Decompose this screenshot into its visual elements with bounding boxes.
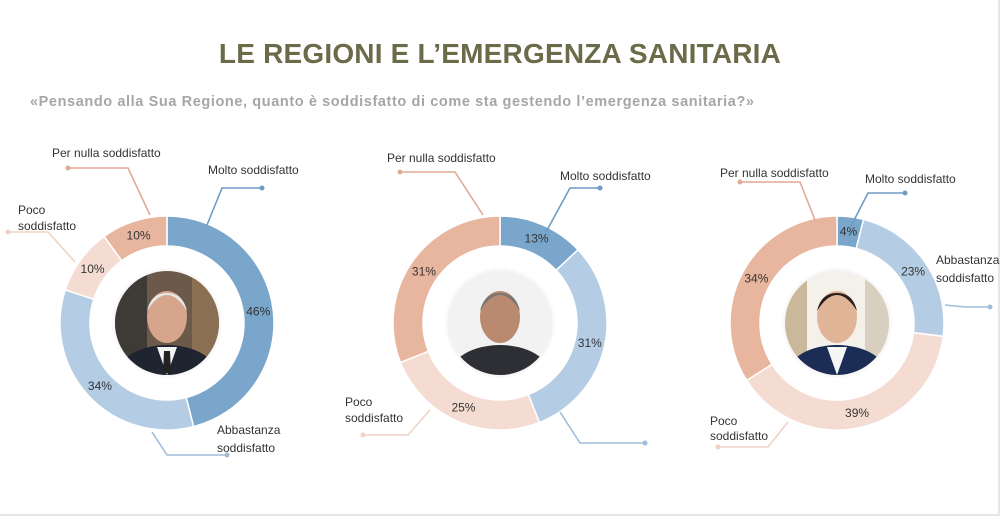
leader-dot xyxy=(597,185,603,191)
data-label-abbastanza: 23% xyxy=(901,264,925,278)
donut-chart-2: 13% Molto soddisfatto 31% 25% Poco soddisfatt… xyxy=(345,151,651,446)
category-label-abbastanza: Abbastanza xyxy=(217,423,281,437)
leader-line-poco xyxy=(8,231,76,263)
category-label-per-nulla: Per nulla soddisfatto xyxy=(52,146,161,160)
portrait-photo xyxy=(115,271,219,375)
data-label-per-nulla: 34% xyxy=(744,272,768,286)
category-label-abbastanza-line2: soddisfatto xyxy=(217,441,275,455)
category-label-poco: Poco xyxy=(18,203,46,217)
leader-dot xyxy=(737,179,743,185)
slice-per-nulla xyxy=(392,215,501,364)
leader-line-abbastanza xyxy=(944,304,990,308)
leader-line-abbastanza xyxy=(151,431,227,456)
slice-per-nulla xyxy=(729,215,838,382)
slice-per-nulla xyxy=(103,215,168,262)
data-label-per-nulla: 31% xyxy=(412,264,436,278)
leader-line-molto xyxy=(545,187,600,233)
leader-dot xyxy=(902,190,908,196)
donut-chart-3: 4% Molto soddisfatto 23% Abbastanza soddisfa… xyxy=(710,166,1000,450)
page-title: LE REGIONI E L’EMERGENZA SANITARIA xyxy=(218,38,782,69)
category-label-molto: Molto soddisfatto xyxy=(208,163,299,177)
slice-molto xyxy=(166,215,275,428)
leader-line-molto xyxy=(206,187,262,226)
category-label-abbastanza-line2: soddisfatto xyxy=(936,271,994,285)
leader-line-per-nulla xyxy=(740,181,816,221)
leader-line-poco xyxy=(363,409,431,436)
data-label-per-nulla: 10% xyxy=(127,229,151,243)
survey-question: «Pensando alla Sua Regione, quanto è sod… xyxy=(30,94,755,110)
leader-dot xyxy=(360,432,366,438)
leader-dot xyxy=(987,304,993,310)
data-label-molto: 4% xyxy=(840,225,858,239)
data-label-molto: 46% xyxy=(246,304,270,318)
leader-dot xyxy=(397,169,403,175)
leader-dot xyxy=(65,165,71,171)
portrait-photo xyxy=(448,271,552,375)
category-label-poco: Poco xyxy=(710,414,738,428)
data-label-abbastanza: 31% xyxy=(578,336,602,350)
category-label-molto: Molto soddisfatto xyxy=(560,169,651,183)
data-label-poco: 10% xyxy=(81,262,105,276)
category-label-per-nulla: Per nulla soddisfatto xyxy=(720,166,829,180)
leader-line-per-nulla xyxy=(400,171,484,216)
portrait-photo xyxy=(785,271,889,375)
leader-dot xyxy=(715,444,721,450)
data-label-abbastanza: 34% xyxy=(88,379,112,393)
category-label-poco-line2: soddisfatto xyxy=(18,219,76,233)
leader-line-poco xyxy=(718,421,789,448)
leader-dot xyxy=(5,229,11,235)
category-label-poco-line2: soddisfatto xyxy=(710,429,768,443)
donut-chart-1: 46% Molto soddisfatto 34% Abbastanza soddisf… xyxy=(5,146,299,458)
slice-poco xyxy=(745,331,944,431)
data-label-poco: 39% xyxy=(845,406,869,420)
data-label-molto: 13% xyxy=(525,232,549,246)
leader-line-per-nulla xyxy=(68,167,151,216)
category-label-molto: Molto soddisfatto xyxy=(865,172,956,186)
data-label-poco: 25% xyxy=(451,400,475,414)
category-label-poco: Poco xyxy=(345,395,373,409)
category-label-poco-line2: soddisfatto xyxy=(345,411,403,425)
leader-dot xyxy=(259,185,265,191)
category-label-abbastanza: Abbastanza xyxy=(936,253,1000,267)
category-label-per-nulla: Per nulla soddisfatto xyxy=(387,151,496,165)
leader-dot xyxy=(642,440,648,446)
leader-line-abbastanza xyxy=(559,411,645,444)
leader-line-molto xyxy=(849,192,905,229)
leader-dot xyxy=(224,452,230,458)
